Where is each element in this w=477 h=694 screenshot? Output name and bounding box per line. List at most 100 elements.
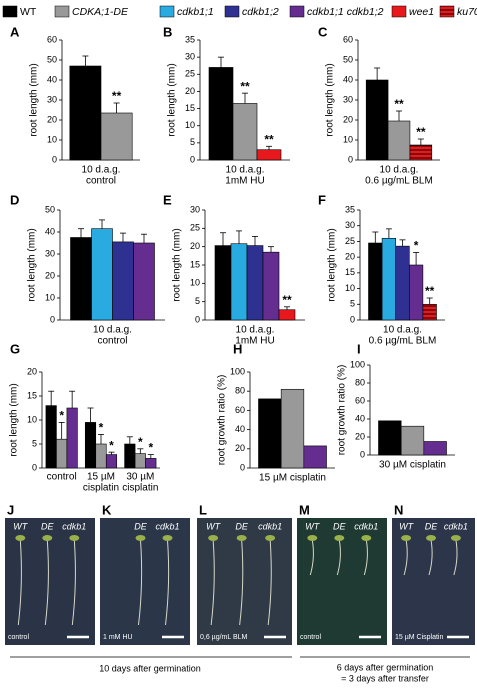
y-tick-label: 60 — [47, 34, 57, 44]
bar — [56, 438, 68, 469]
significance: ** — [240, 79, 250, 93]
seedling-leaf — [135, 535, 146, 541]
y-tick-label: 60 — [235, 405, 245, 415]
bar — [303, 445, 327, 469]
photo-label: DE — [41, 521, 54, 531]
significance: ** — [264, 132, 274, 146]
bar — [124, 443, 136, 469]
legend-label: wee1 — [409, 6, 434, 18]
x-axis-label: 10 d.a.g. — [380, 165, 419, 176]
y-tick-label: 10 — [47, 134, 57, 144]
bar — [262, 251, 280, 321]
y-tick-label: 20 — [47, 114, 57, 124]
panel-letter: B — [163, 24, 172, 39]
bar — [95, 443, 107, 469]
legend-swatch — [289, 5, 305, 18]
y-tick-label: 10 — [343, 134, 353, 144]
y-tick-label: 40 — [343, 74, 353, 84]
y-tick-label: 0 — [360, 449, 365, 459]
y-axis-label: root length (mm) — [325, 63, 336, 136]
seedling-root — [165, 539, 170, 626]
y-tick-label: 30 — [345, 220, 355, 230]
x-axis-label: control — [97, 336, 127, 347]
bar — [256, 149, 282, 161]
x-axis-label: 15 µM cisplatin — [259, 473, 326, 484]
panel-letter: C — [318, 24, 328, 39]
y-axis-label: root length (mm) — [9, 383, 20, 456]
bar — [246, 245, 264, 321]
legend-label: cdkb1;1 — [177, 6, 214, 18]
photo-label: cdkb1 — [258, 521, 282, 531]
y-tick-label: 15 — [190, 259, 200, 269]
y-axis-label: root length (mm) — [27, 228, 38, 301]
y-tick-label: 0 — [348, 154, 353, 164]
seedling-leaf — [450, 535, 461, 541]
y-axis-label: root length (mm) — [167, 63, 178, 136]
bar — [45, 405, 57, 469]
x-tick-label: 15 µM — [87, 472, 115, 483]
bar — [91, 228, 113, 321]
y-tick-label: 10 — [345, 283, 355, 293]
significance: ** — [394, 97, 404, 111]
seedling-root — [239, 539, 244, 626]
x-axis-label: 30 µM cisplatin — [379, 460, 446, 471]
x-axis-label: 10 d.a.g. — [82, 165, 121, 176]
y-tick-label: 40 — [355, 413, 365, 423]
bar — [105, 454, 118, 469]
seedling-leaf — [334, 535, 345, 541]
y-tick-label: 50 — [47, 54, 57, 64]
panel-letter: G — [10, 341, 20, 356]
y-tick-label: 60 — [343, 34, 353, 44]
significance: * — [59, 409, 64, 423]
y-tick-label: 0 — [50, 314, 55, 324]
photo-label: cdkb1 — [155, 521, 179, 531]
photo-label: WT — [13, 521, 28, 531]
bar — [278, 309, 296, 321]
panel-letter: I — [357, 341, 361, 356]
legend-swatch — [159, 5, 175, 18]
y-tick-label: 0 — [350, 314, 355, 324]
significance: * — [138, 435, 143, 449]
seedling-root — [309, 539, 314, 576]
significance: * — [99, 421, 104, 435]
bar — [258, 398, 282, 469]
significance: ** — [112, 89, 122, 103]
y-tick-label: 15 — [27, 390, 37, 400]
y-tick-label: 50 — [343, 54, 353, 64]
legend-label: ku70 — [457, 6, 477, 18]
y-tick-label: 0 — [190, 154, 195, 164]
bar — [69, 65, 102, 161]
panel-letter: N — [394, 502, 403, 517]
y-tick-label: 25 — [190, 223, 200, 233]
panel-letter: A — [10, 24, 20, 39]
y-axis-label: root growth ratio (%) — [217, 375, 228, 466]
footnote: 6 days after germination — [337, 662, 434, 672]
legend-label: WT — [20, 6, 37, 18]
y-axis-label: root length (mm) — [172, 228, 183, 301]
y-tick-label: 20 — [345, 252, 355, 262]
seedling-root — [71, 539, 76, 626]
bar — [230, 243, 248, 321]
y-tick-label: 30 — [343, 94, 353, 104]
seedling-root — [17, 539, 22, 626]
x-axis-label: 10 d.a.g. — [93, 325, 132, 336]
y-tick-label: 40 — [45, 226, 55, 236]
y-tick-label: 25 — [345, 236, 355, 246]
y-axis-label: root growth ratio (%) — [337, 365, 348, 456]
x-axis-label: 1mM HU — [225, 176, 264, 187]
seedling-leaf — [426, 535, 437, 541]
panel-letter: M — [299, 502, 310, 517]
y-tick-label: 5 — [32, 438, 37, 448]
bar — [134, 453, 146, 469]
seedling-leaf — [236, 535, 247, 541]
y-tick-label: 100 — [350, 359, 365, 369]
y-tick-label: 10 — [190, 278, 200, 288]
y-tick-label: 30 — [45, 248, 55, 258]
bar — [408, 264, 424, 321]
y-tick-label: 30 — [47, 94, 57, 104]
photo-caption: 15 µM Cisplatin — [395, 634, 443, 641]
bar — [84, 422, 97, 469]
photo-label: DE — [235, 521, 248, 531]
seedling-leaf — [162, 535, 173, 541]
bar — [409, 144, 433, 161]
